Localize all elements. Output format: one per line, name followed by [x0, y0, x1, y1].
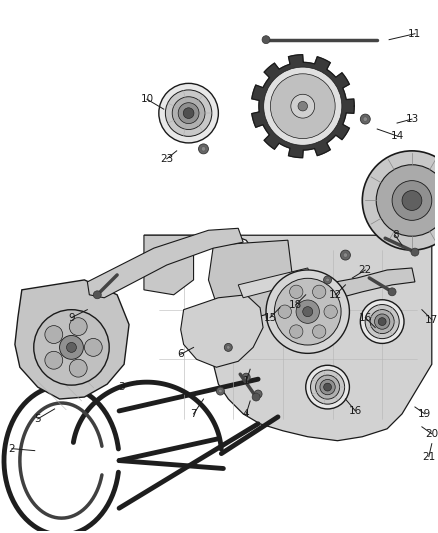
Polygon shape	[238, 268, 313, 298]
Circle shape	[254, 390, 262, 398]
Circle shape	[226, 345, 230, 349]
Circle shape	[376, 165, 438, 236]
Text: 14: 14	[390, 131, 404, 141]
Circle shape	[45, 326, 63, 343]
Circle shape	[264, 67, 342, 146]
Circle shape	[363, 117, 367, 122]
Polygon shape	[290, 268, 415, 308]
Circle shape	[362, 151, 438, 250]
Text: 10: 10	[140, 94, 153, 104]
Text: 2: 2	[9, 443, 15, 454]
Text: 8: 8	[392, 230, 399, 240]
Circle shape	[69, 359, 87, 377]
Circle shape	[313, 285, 326, 298]
Circle shape	[183, 108, 194, 118]
Circle shape	[166, 90, 212, 136]
Circle shape	[256, 392, 260, 396]
Circle shape	[219, 389, 222, 393]
Circle shape	[45, 351, 63, 369]
Text: 20: 20	[425, 429, 438, 439]
Circle shape	[85, 338, 102, 357]
Circle shape	[324, 383, 332, 391]
Circle shape	[360, 114, 370, 124]
Text: 12: 12	[329, 290, 342, 300]
Circle shape	[159, 83, 219, 143]
Text: 6: 6	[177, 349, 184, 359]
Circle shape	[178, 103, 199, 124]
Polygon shape	[208, 240, 293, 320]
Circle shape	[320, 379, 335, 395]
Circle shape	[388, 288, 396, 296]
Circle shape	[315, 375, 339, 399]
Text: 22: 22	[359, 265, 372, 275]
Circle shape	[252, 393, 260, 401]
Text: 17: 17	[425, 314, 438, 325]
Circle shape	[343, 253, 348, 257]
Circle shape	[266, 270, 350, 353]
Polygon shape	[180, 295, 263, 367]
Text: 23: 23	[160, 154, 173, 164]
Text: 16: 16	[359, 313, 372, 322]
Circle shape	[370, 310, 394, 334]
Circle shape	[411, 248, 419, 256]
Circle shape	[34, 310, 109, 385]
Circle shape	[324, 276, 332, 284]
Polygon shape	[144, 235, 194, 295]
Circle shape	[392, 181, 432, 220]
Circle shape	[67, 342, 77, 352]
Circle shape	[303, 306, 313, 317]
Circle shape	[224, 343, 232, 351]
Circle shape	[290, 325, 303, 338]
Text: 7: 7	[190, 409, 197, 419]
Text: 11: 11	[408, 29, 421, 39]
Text: 9: 9	[68, 313, 75, 322]
Text: 16: 16	[349, 406, 362, 416]
Circle shape	[242, 373, 250, 381]
Circle shape	[262, 36, 270, 44]
Text: 15: 15	[263, 313, 277, 322]
Circle shape	[244, 375, 248, 379]
Circle shape	[60, 335, 83, 359]
Circle shape	[326, 278, 329, 281]
Circle shape	[290, 285, 303, 298]
Polygon shape	[252, 55, 354, 158]
Circle shape	[306, 365, 350, 409]
Polygon shape	[15, 280, 129, 399]
Circle shape	[198, 144, 208, 154]
Text: 3: 3	[118, 382, 124, 392]
Circle shape	[172, 97, 205, 130]
Circle shape	[278, 305, 291, 318]
Circle shape	[69, 318, 87, 336]
Polygon shape	[144, 235, 432, 441]
Circle shape	[340, 250, 350, 260]
Circle shape	[374, 314, 390, 329]
Circle shape	[291, 94, 314, 118]
Text: 18: 18	[289, 300, 302, 310]
Text: 13: 13	[405, 114, 419, 124]
Circle shape	[216, 387, 224, 395]
Text: 19: 19	[418, 409, 431, 419]
Circle shape	[324, 305, 337, 318]
Circle shape	[298, 101, 307, 111]
Circle shape	[274, 278, 341, 345]
Text: 5: 5	[35, 414, 41, 424]
Circle shape	[313, 325, 326, 338]
Circle shape	[365, 304, 399, 338]
Circle shape	[311, 370, 345, 404]
Text: 21: 21	[422, 451, 435, 462]
Circle shape	[378, 318, 386, 326]
Polygon shape	[87, 228, 243, 298]
Text: 1: 1	[243, 376, 250, 386]
Text: 4: 4	[243, 409, 250, 419]
Circle shape	[296, 300, 319, 324]
Circle shape	[93, 291, 101, 299]
Circle shape	[201, 147, 206, 151]
Circle shape	[360, 300, 404, 343]
Circle shape	[270, 74, 335, 139]
Circle shape	[402, 191, 422, 211]
